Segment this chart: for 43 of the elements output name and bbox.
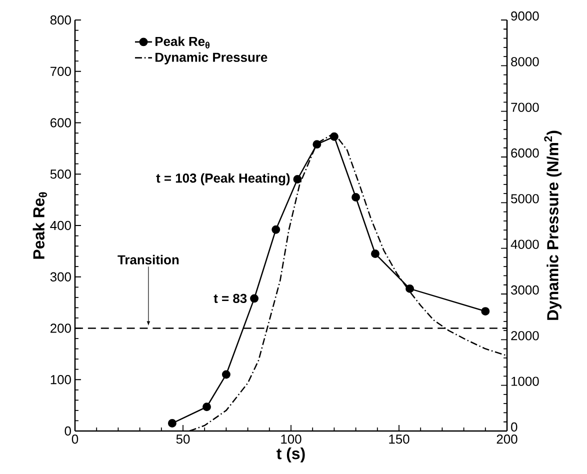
legend-label: Peak Re$_{θ}$: [156, 36, 210, 48]
point: [202, 402, 211, 412]
y-axis-title: Peak Re$_{θ}$: [32, 192, 48, 259]
y2-tick-label: 5000: [511, 194, 539, 204]
legend-label: Dynamic Pressure: [156, 52, 268, 64]
y-tick-label: 500: [50, 170, 71, 179]
x-tick-label: 0: [72, 434, 78, 444]
y-tick-label: 800: [50, 15, 71, 25]
y-tick-label: 400: [50, 220, 71, 230]
annotation: t = 83: [214, 294, 247, 304]
point: [312, 140, 322, 149]
y2-axis-title: Dynamic Pressure (N/m$^{2}$): [544, 130, 562, 320]
x-axis-title: t (s): [276, 448, 305, 462]
point: [272, 225, 280, 234]
y-tick-label: 700: [50, 66, 71, 76]
y2-tick-label: 3000: [511, 285, 539, 295]
x-tick-label: 100: [281, 434, 302, 444]
y2-tick-label: 1000: [512, 376, 539, 386]
point: [352, 193, 360, 202]
y2-tick-label: 8000: [511, 57, 539, 66]
point: [250, 294, 259, 303]
y2-tick-label: 2000: [511, 331, 539, 340]
x-tick-label: 150: [389, 434, 410, 444]
x-tick-label: 200: [496, 434, 518, 444]
point: [222, 370, 230, 379]
y-tick-label: 600: [50, 118, 71, 128]
point: [168, 419, 176, 428]
point: [293, 175, 302, 184]
y2-tick-label: 4000: [510, 240, 539, 249]
y2-tick-label: 6000: [511, 148, 539, 158]
y-tick-label: 100: [50, 375, 71, 384]
point: [481, 307, 490, 316]
y-tick-label: 300: [50, 272, 71, 282]
point: [406, 284, 414, 293]
y2-tick-label: 7000: [511, 102, 539, 112]
annotation: t = 103 (Peak Heating): [156, 173, 290, 186]
x-tick-label: 50: [176, 434, 190, 444]
y2-tick-label: 9000: [511, 11, 539, 21]
y2-tick-label: 0: [511, 422, 518, 432]
point: [371, 250, 380, 258]
ref-line-label: Transition: [118, 254, 179, 264]
y-tick-label: 0: [64, 426, 71, 436]
y-tick-label: 200: [50, 324, 71, 333]
